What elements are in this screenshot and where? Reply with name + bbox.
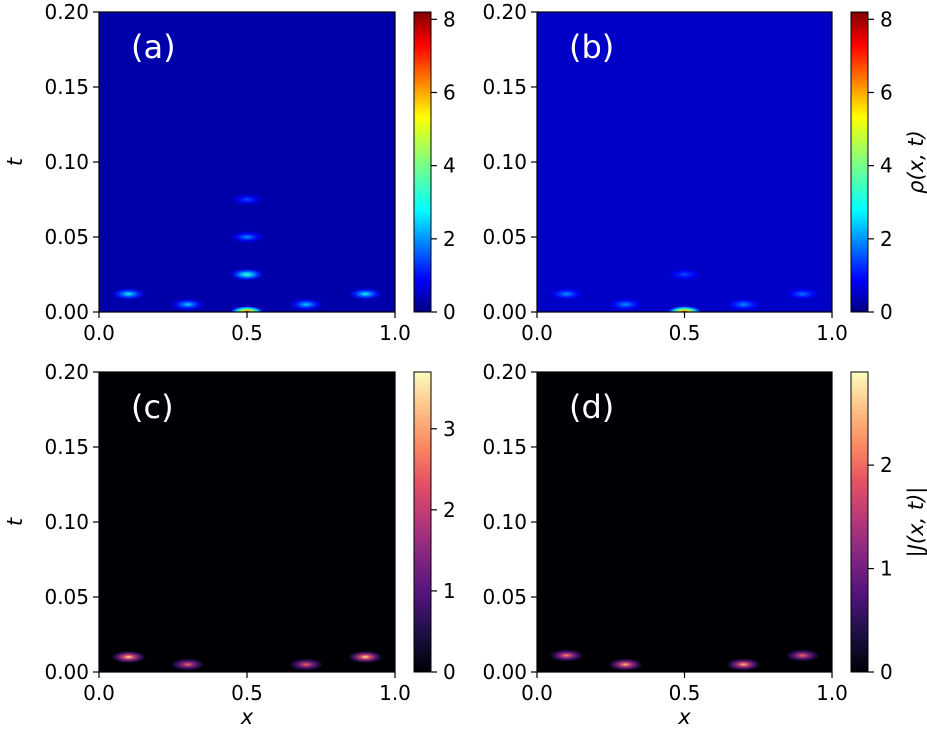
y-tick-label: 0.05 — [482, 585, 527, 609]
panel-label: (c) — [131, 388, 174, 426]
y-tick-label: 0.05 — [44, 585, 89, 609]
heat-spot — [548, 649, 585, 662]
y-tick-label: 0.15 — [44, 435, 89, 459]
y-tick-label: 0.20 — [482, 360, 527, 384]
colorbar-tick-label: 2 — [880, 453, 893, 477]
panel-3: 0.00 0.05 0.10 0.15 0.20 0.0 0.5 1.0 t x (c) 0 1 2 3 — [3, 360, 456, 729]
x-tick-label: 0.0 — [83, 321, 115, 345]
heat-spot — [784, 287, 821, 301]
heat-spot — [229, 268, 265, 281]
colorbar-tick-label: 1 — [443, 579, 456, 603]
x-axis-label: x — [240, 705, 254, 729]
colorbar-tick-label: 0 — [443, 300, 456, 324]
x-tick-label: 0.5 — [669, 321, 701, 345]
colorbar-tick-label: 2 — [880, 227, 893, 251]
colorbar-label: |J(x, t)| — [904, 487, 927, 558]
colorbar — [850, 11, 869, 313]
heatmap-background — [99, 372, 395, 672]
heat-spot — [725, 298, 762, 311]
panel-label: (b) — [569, 28, 614, 66]
heat-spot — [229, 193, 265, 206]
y-tick-label: 0.05 — [44, 225, 89, 249]
x-tick-label: 1.0 — [379, 321, 411, 345]
x-tick-label: 0.5 — [231, 681, 263, 705]
panel-2: 0.00 0.05 0.10 0.15 0.20 0.0 0.5 1.0 (b) 0 2 4 6 8 ρ(x… — [482, 0, 927, 345]
y-tick-label: 0.10 — [482, 150, 527, 174]
x-tick-label: 0.5 — [231, 321, 263, 345]
x-tick-label: 0.0 — [521, 681, 553, 705]
heatmap-field — [548, 649, 821, 671]
heat-spot — [229, 305, 265, 312]
heat-spot — [170, 658, 206, 671]
colorbar-tick-label: 6 — [880, 80, 893, 104]
y-tick-label: 0.20 — [44, 0, 89, 24]
y-axis-label: t — [3, 157, 27, 166]
y-axis-label: t — [3, 517, 27, 526]
colorbar-tick-label: 0 — [880, 660, 893, 684]
heatmap-field — [110, 650, 384, 671]
colorbar — [413, 11, 432, 313]
x-tick-label: 1.0 — [816, 681, 848, 705]
x-tick-label: 1.0 — [816, 321, 848, 345]
heat-spot — [607, 658, 644, 671]
x-tick-label: 0.5 — [669, 681, 701, 705]
y-tick-label: 0.00 — [44, 300, 89, 324]
panel-label: (a) — [131, 28, 176, 66]
heat-spot — [347, 287, 384, 301]
colorbar — [850, 371, 869, 673]
colorbar-tick-label: 8 — [880, 7, 893, 31]
colorbar-tick-label: 2 — [443, 227, 456, 251]
heat-spot — [347, 650, 384, 664]
y-tick-label: 0.15 — [482, 75, 527, 99]
colorbar-tick-label: 4 — [443, 154, 456, 178]
heat-spot — [666, 268, 703, 281]
colorbar-label: ρ(x, t) — [904, 130, 927, 194]
heat-spot — [288, 658, 324, 671]
panel-4: 0.00 0.05 0.10 0.15 0.20 0.0 0.5 1.0 x (d) 0 1 2 |J(x… — [482, 360, 927, 729]
colorbar-tick-label: 0 — [880, 300, 893, 324]
x-axis-label: x — [677, 705, 691, 729]
panel-label: (d) — [569, 388, 614, 426]
heat-spot — [666, 305, 703, 312]
heat-spot — [229, 230, 265, 244]
y-tick-label: 0.00 — [482, 660, 527, 684]
heatmap-field — [110, 193, 384, 312]
y-tick-label: 0.15 — [482, 435, 527, 459]
colorbar-tick-label: 2 — [443, 498, 456, 522]
y-tick-label: 0.05 — [482, 225, 527, 249]
heat-spot — [110, 287, 147, 301]
colorbar-tick-label: 8 — [443, 7, 456, 31]
colorbar-tick-label: 3 — [443, 417, 456, 441]
heatmap-background — [99, 12, 395, 312]
heat-spot — [170, 298, 206, 311]
heatmap-background — [537, 12, 832, 312]
colorbar-tick-label: 4 — [880, 154, 893, 178]
heat-spot — [784, 649, 821, 662]
y-tick-label: 0.10 — [44, 510, 89, 534]
colorbar-tick-label: 6 — [443, 80, 456, 104]
y-tick-label: 0.10 — [482, 510, 527, 534]
heat-spot — [607, 298, 644, 311]
panel-1: 0.00 0.05 0.10 0.15 0.20 0.0 0.5 1.0 t (a) 0 2 4 6 8 — [3, 0, 456, 345]
y-tick-label: 0.15 — [44, 75, 89, 99]
x-tick-label: 1.0 — [379, 681, 411, 705]
x-tick-label: 0.0 — [521, 321, 553, 345]
heat-spot — [110, 650, 147, 664]
colorbar — [413, 371, 432, 673]
y-tick-label: 0.20 — [482, 0, 527, 24]
heat-spot — [288, 298, 324, 311]
y-tick-label: 0.20 — [44, 360, 89, 384]
colorbar-tick-label: 1 — [880, 557, 893, 581]
x-tick-label: 0.0 — [83, 681, 115, 705]
y-tick-label: 0.00 — [44, 660, 89, 684]
heatmap-field — [548, 268, 821, 312]
heatmap-background — [537, 372, 832, 672]
y-tick-label: 0.10 — [44, 150, 89, 174]
colorbar-tick-label: 0 — [443, 660, 456, 684]
heat-spot — [548, 287, 585, 301]
heat-spot — [725, 658, 762, 671]
y-tick-label: 0.00 — [482, 300, 527, 324]
